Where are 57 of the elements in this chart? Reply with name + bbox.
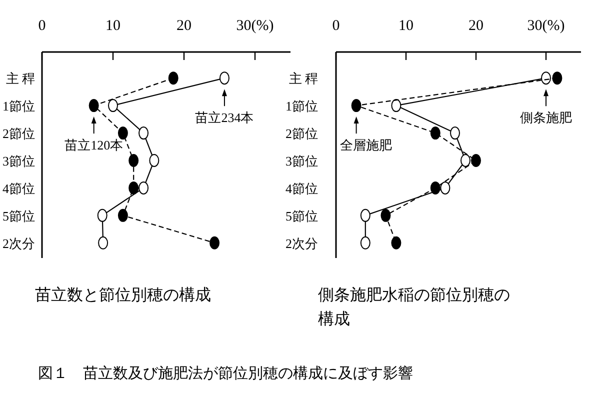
point	[97, 208, 108, 222]
x-tick-label: 10	[106, 18, 120, 34]
annotation: 全層施肥	[340, 138, 392, 153]
x-tick-label: 30(%)	[527, 18, 565, 34]
point	[360, 236, 370, 250]
annotation: 苗立234本	[195, 110, 254, 126]
point	[360, 208, 370, 222]
point	[391, 99, 402, 112]
point	[168, 72, 178, 85]
y-tick-label: 2節位	[286, 126, 318, 142]
point	[138, 181, 149, 194]
y-tick-label: 2次分	[2, 236, 35, 251]
point	[460, 154, 470, 167]
point	[351, 99, 362, 112]
point	[430, 181, 440, 194]
point	[118, 126, 128, 140]
point	[450, 126, 460, 140]
y-tick-label: 5節位	[2, 208, 35, 224]
point	[219, 72, 230, 85]
y-tick-label: 主 稈	[288, 71, 318, 86]
y-tick-label: 5節位	[286, 208, 318, 224]
x-tick-label: 20	[468, 18, 484, 34]
x-tick-label: 10	[398, 18, 414, 34]
caption: 図１ 苗立数及び施肥法が節位別穂の構成に及ぼす影響	[38, 365, 413, 382]
point	[108, 99, 118, 112]
annotation: 側条施肥	[520, 110, 572, 126]
point	[98, 236, 108, 250]
point	[430, 126, 440, 140]
point	[88, 99, 99, 112]
point	[471, 154, 481, 167]
x-tick-label: 0	[332, 18, 340, 34]
y-tick-label: 3節位	[2, 153, 35, 168]
y-tick-label: 2節位	[2, 126, 35, 142]
point	[541, 72, 551, 85]
point	[149, 154, 160, 167]
point	[210, 236, 220, 250]
point	[440, 181, 450, 194]
y-tick-label: 3節位	[286, 153, 318, 168]
annotation: 苗立120本	[64, 138, 124, 153]
point	[552, 72, 562, 85]
y-tick-label: 主 稈	[6, 71, 35, 86]
text: 側条施肥水稲の節位別穂の構成	[318, 286, 510, 328]
point	[118, 208, 128, 222]
y-tick-label: 2次分	[286, 236, 318, 251]
point	[380, 208, 391, 222]
text: 苗立数と節位別穂の構成	[35, 286, 211, 304]
y-tick-label: 1節位	[2, 98, 35, 114]
x-tick-label: 30(%)	[236, 18, 274, 34]
point	[128, 181, 139, 194]
y-tick-label: 4節位	[2, 180, 35, 196]
point	[128, 154, 139, 167]
y-tick-label: 1節位	[286, 98, 318, 114]
x-tick-label: 0	[38, 18, 46, 34]
y-tick-label: 4節位	[286, 180, 318, 196]
point	[138, 126, 149, 140]
x-tick-label: 20	[176, 18, 192, 34]
point	[391, 236, 402, 250]
